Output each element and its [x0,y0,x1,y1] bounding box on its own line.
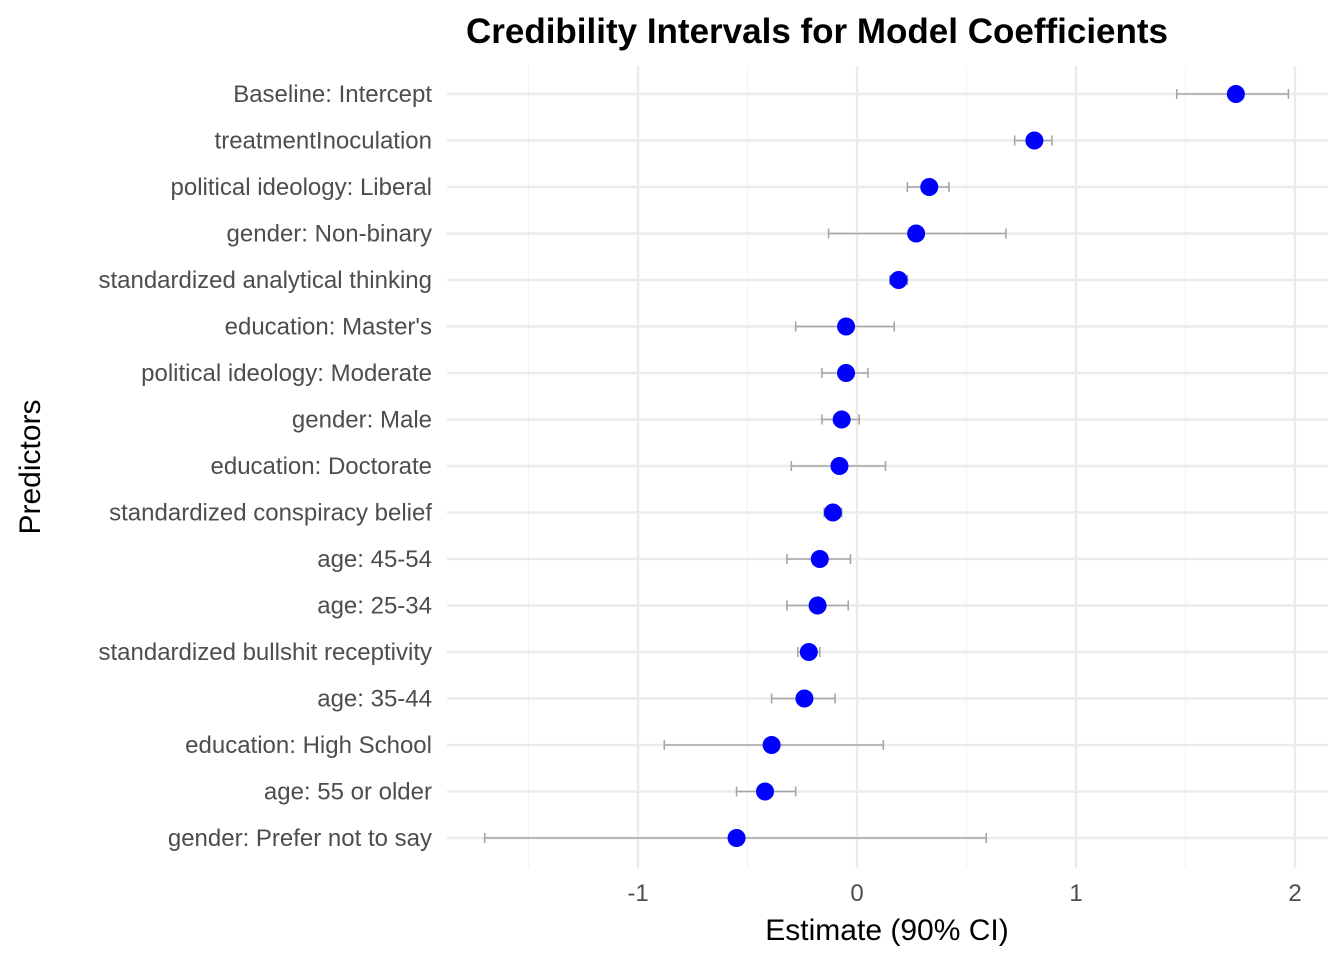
estimate-point [837,364,856,382]
y-tick-label: standardized conspiracy belief [109,500,432,527]
category-labels: Baseline: Intercept treatmentInoculation p… [98,81,432,852]
estimate-point [907,224,926,243]
estimate-point [756,782,775,801]
y-tick-label: political ideology: Moderate [141,360,432,387]
x-axis-title: Estimate (90% CI) [765,914,1008,947]
x-tick-label: 1 [1069,880,1082,907]
estimate-point [837,317,856,336]
y-tick-label: gender: Non-binary [227,221,432,248]
y-tick-label: age: 45-54 [317,546,432,573]
y-tick-label: education: Master's [225,314,432,341]
y-tick-label: age: 25-34 [317,593,432,620]
estimate-points [727,85,1245,847]
estimate-point [799,643,818,661]
estimate-point [727,829,746,847]
x-tick-label: 0 [850,880,863,907]
estimate-point [762,736,781,754]
estimate-point [889,271,908,289]
estimate-point [832,410,851,429]
y-tick-label: age: 35-44 [317,686,432,713]
y-tick-label: gender: Prefer not to say [168,825,432,852]
y-tick-label: treatmentInoculation [215,128,432,155]
x-tick-labels: -1 0 1 2 [627,880,1301,907]
y-tick-label: Baseline: Intercept [233,81,432,108]
y-tick-label: age: 55 or older [264,779,432,806]
estimate-point [1025,131,1044,150]
grid-lines [447,66,1328,868]
y-tick-label: standardized analytical thinking [98,267,432,294]
estimate-point [795,689,814,708]
estimate-point [823,503,842,522]
estimate-point [810,550,829,568]
estimate-point [920,178,939,196]
y-tick-label: education: Doctorate [211,453,432,480]
y-tick-label: standardized bullshit receptivity [98,639,432,666]
estimate-point [1226,85,1245,103]
estimate-point [808,596,827,615]
estimate-point [830,457,849,475]
y-tick-label: education: High School [185,732,432,759]
x-tick-label: -1 [627,880,648,907]
x-tick-label: 2 [1288,880,1301,907]
y-tick-label: gender: Male [292,407,432,434]
y-tick-label: political ideology: Liberal [171,174,433,201]
chart-title: Credibility Intervals for Model Coeffici… [466,12,1168,51]
y-axis-title: Predictors [14,399,47,534]
